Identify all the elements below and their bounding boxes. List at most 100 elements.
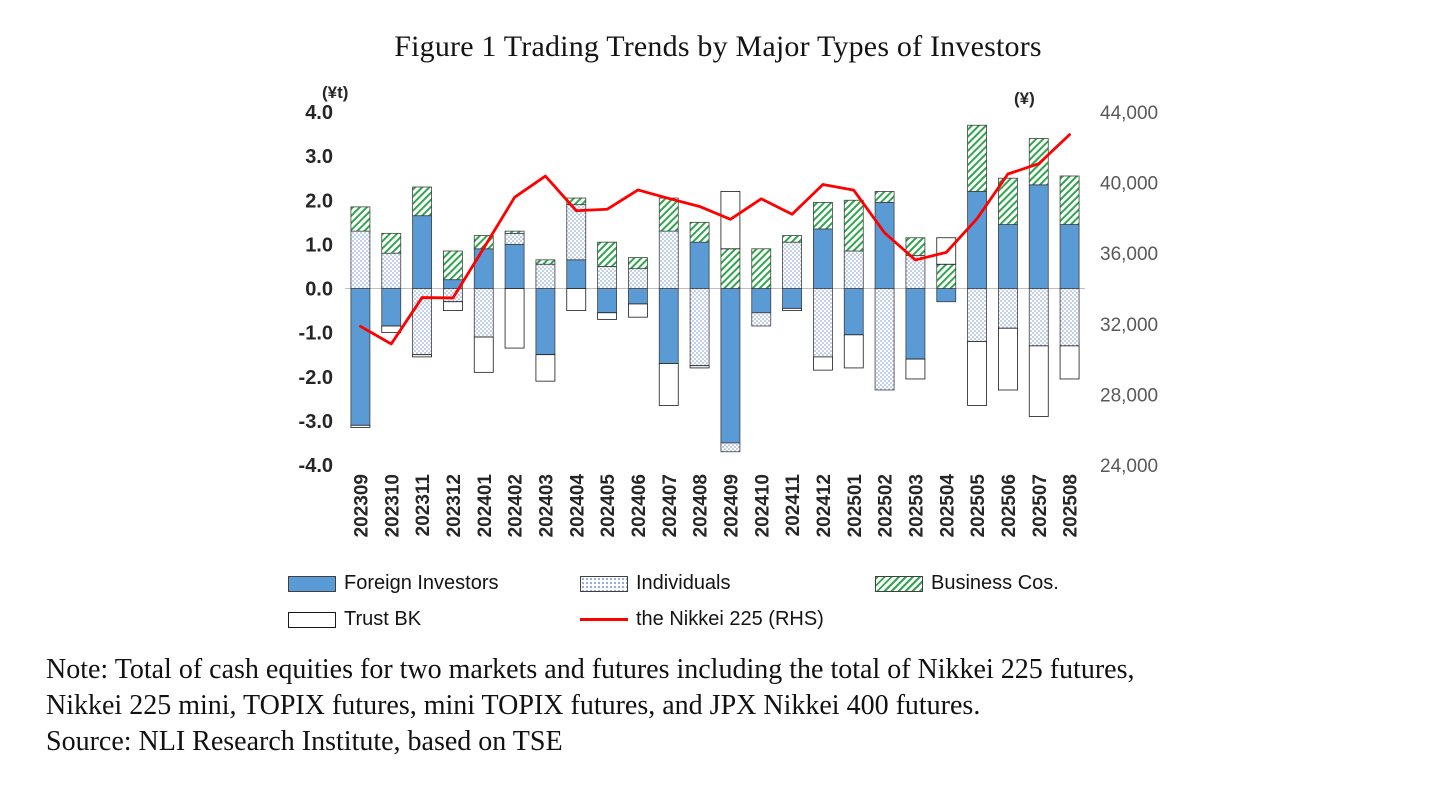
- x-tick-label: 202312: [444, 474, 465, 537]
- bar-segment: [658, 230, 679, 289]
- note-line-2: Nikkei 225 mini, TOPIX futures, mini TOP…: [46, 690, 981, 721]
- bar-segment: [473, 288, 494, 338]
- bar-segment: [1059, 224, 1080, 289]
- bar-segment: [843, 199, 864, 252]
- x-tick-label: 202407: [660, 474, 681, 537]
- bar-segment: [905, 288, 926, 360]
- y-tick-label-right: 28,000: [1100, 385, 1158, 406]
- bar-segment: [720, 288, 741, 444]
- legend-label-trust-bk: Trust BK: [344, 608, 422, 630]
- bar-segment: [412, 354, 432, 358]
- bar-segment: [535, 263, 556, 289]
- individuals-swatch-icon: [580, 575, 628, 592]
- bar-segment: [936, 263, 957, 289]
- y-tick-label-left: 2.0: [305, 190, 333, 212]
- bar-segment: [350, 230, 371, 289]
- bar-segment: [381, 288, 402, 327]
- bar-segment: [350, 206, 371, 232]
- bar-segment: [874, 288, 895, 391]
- bar-segment: [535, 288, 556, 356]
- business-cos-swatch-icon: [875, 575, 923, 592]
- bar-segment: [967, 341, 987, 406]
- legend-item-foreign-investors: Foreign Investors: [288, 572, 499, 595]
- x-tick-label: 202402: [506, 474, 527, 537]
- x-tick-label: 202310: [382, 474, 403, 537]
- bar-segment: [443, 301, 463, 311]
- y-tick-label-right: 32,000: [1100, 315, 1158, 336]
- x-tick-label: 202412: [814, 474, 835, 537]
- bar-segment: [843, 288, 864, 336]
- legend-label-business-cos: Business Cos.: [931, 572, 1059, 594]
- x-tick-label: 202501: [845, 474, 866, 538]
- chart-plot-area: 4.0 3.0 2.0 1.0 0.0 -1.0 -2.0 -3.0 -4.0 44,000 40,…: [299, 102, 1159, 537]
- legend-item-trust-bk: Trust BK: [288, 608, 421, 631]
- bar-segment: [473, 248, 494, 289]
- bar-segment: [473, 336, 494, 373]
- bar-segment: [782, 235, 802, 243]
- bar-segment: [751, 248, 772, 289]
- foreign-investors-swatch-icon: [288, 575, 336, 592]
- bar-segment: [689, 288, 710, 367]
- bar-segment: [998, 224, 1018, 289]
- bar-segment: [998, 288, 1018, 329]
- y-tick-label-right: 36,000: [1100, 244, 1158, 265]
- bar-segment: [1028, 288, 1049, 347]
- bar-segment: [597, 288, 617, 314]
- bar-segment: [813, 356, 833, 371]
- x-tick-label: 202410: [752, 474, 773, 537]
- y-tick-label-left: -3.0: [299, 411, 333, 433]
- y-tick-label-right: 24,000: [1100, 456, 1158, 477]
- y-tick-label-left: 0.0: [305, 279, 333, 301]
- bar-segment: [998, 327, 1018, 391]
- bar-segment: [813, 288, 833, 358]
- x-tick-label: 202507: [1030, 474, 1051, 537]
- bar-segment: [751, 288, 772, 314]
- bar-segment: [443, 250, 463, 281]
- y-tick-label-right: 40,000: [1100, 174, 1158, 195]
- bar-segment: [720, 248, 741, 289]
- chart-canvas: (¥t) (¥) 4.0 3.0 2.0 1.0 0.0 -1.0 -2.0 -3.0 -4.0…: [299, 83, 1159, 537]
- bar-segment: [1059, 288, 1080, 347]
- bar-segment: [628, 257, 648, 270]
- bar-segment: [813, 228, 833, 289]
- bar-segment: [628, 268, 648, 289]
- bar-segment: [597, 266, 617, 289]
- source-line: Source: NLI Research Institute, based on…: [46, 726, 563, 757]
- y-tick-label-left: -2.0: [299, 367, 333, 389]
- trust-bk-swatch-icon: [288, 611, 336, 628]
- bar-segment: [967, 191, 987, 289]
- x-tick-label: 202411: [783, 474, 804, 537]
- bar-segment: [967, 288, 987, 342]
- bar-segment: [504, 232, 525, 245]
- bar-segment: [658, 363, 679, 406]
- bar-segment: [597, 241, 617, 267]
- bar-segment: [504, 230, 525, 234]
- y-tick-label-left: 1.0: [305, 234, 333, 256]
- bar-segment: [350, 288, 371, 426]
- bar-segment: [689, 241, 710, 289]
- legend-label-individuals: Individuals: [636, 572, 731, 594]
- legend-label-nikkei-225: the Nikkei 225 (RHS): [636, 608, 824, 630]
- bar-segment: [566, 204, 587, 261]
- y-tick-label-left: -1.0: [299, 323, 333, 345]
- legend-item-nikkei-225: the Nikkei 225 (RHS): [580, 608, 824, 631]
- bar-segment: [782, 307, 802, 311]
- bar-segment: [566, 288, 587, 311]
- bar-segment: [843, 250, 864, 289]
- bar-segment: [936, 288, 957, 303]
- y-tick-label-left: -4.0: [299, 455, 333, 477]
- bar-segment: [628, 288, 648, 305]
- bar-segment: [381, 252, 402, 289]
- x-tick-label: 202508: [1061, 474, 1082, 537]
- left-axis-unit-label: (¥t): [322, 83, 348, 102]
- bar-segment: [443, 288, 463, 303]
- bar-segment: [843, 334, 864, 369]
- bar-segment: [628, 303, 648, 318]
- bar-segment: [751, 312, 772, 327]
- bar-segment: [689, 365, 710, 369]
- bar-segment: [1028, 184, 1049, 289]
- bar-segment: [720, 442, 741, 453]
- bar-segment: [381, 232, 402, 254]
- bar-segment: [998, 177, 1018, 225]
- bar-segment: [874, 191, 895, 203]
